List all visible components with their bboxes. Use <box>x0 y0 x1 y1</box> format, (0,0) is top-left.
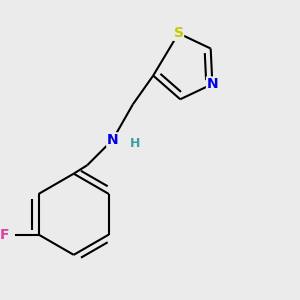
Text: N: N <box>107 133 118 147</box>
Text: F: F <box>0 228 9 242</box>
Text: H: H <box>129 137 140 150</box>
Text: N: N <box>207 77 218 91</box>
Text: S: S <box>173 26 184 40</box>
